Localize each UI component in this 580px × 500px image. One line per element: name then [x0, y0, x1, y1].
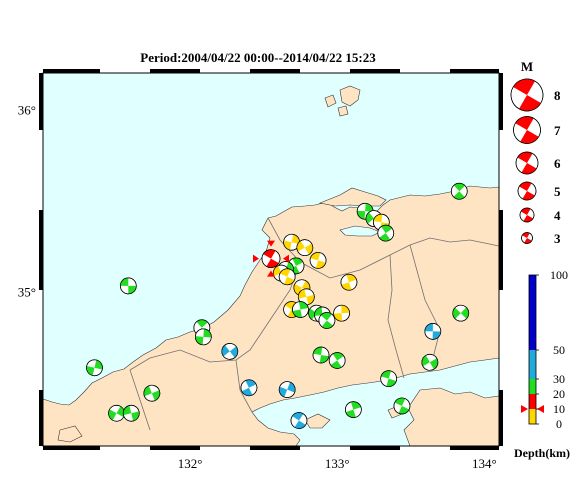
frame-ticks: [39, 69, 503, 450]
mainshock-depth-marker: [521, 405, 528, 413]
island-b: [57, 425, 83, 443]
latitude-labels: 36° 35°: [18, 102, 36, 299]
oki-island-west: [324, 94, 337, 108]
epicenter-mechanism: [328, 352, 346, 369]
longitude-label: 134°: [472, 456, 497, 471]
depth-colorbar-segment: [529, 379, 536, 394]
magnitude-legend-label: 3: [554, 231, 561, 246]
epicenter-mechanism: [450, 182, 468, 200]
epicenter-layer: [86, 182, 470, 429]
oki-island-dogo: [339, 85, 361, 107]
latitude-label: 35°: [18, 284, 36, 299]
map-area: [42, 73, 500, 447]
lake-shinji: [339, 225, 381, 237]
depth-tick-label: 50: [553, 343, 565, 357]
epicenter-mechanism: [283, 233, 300, 251]
depth-colorbar: [521, 274, 544, 425]
epicenter-mechanism: [240, 379, 258, 397]
epicenter-mechanism: [143, 384, 161, 402]
epicenter-mechanism: [340, 273, 358, 291]
magnitude-legend-label: 7: [554, 123, 561, 138]
epicenter-mechanism: [292, 301, 309, 318]
epicenter-mechanism: [278, 381, 296, 398]
magnitude-legend-label: 6: [554, 156, 561, 171]
magnitude-legend-label: 8: [554, 88, 561, 103]
longitude-label: 132°: [178, 456, 203, 471]
magnitude-legend: M 8 7 6 5 4 3: [510, 59, 561, 246]
epicenter-mechanism: [278, 268, 296, 286]
magnitude-legend-label: 5: [554, 184, 561, 199]
epicenter-mechanism: [119, 277, 137, 295]
depth-tick-label: 10: [553, 402, 565, 416]
epicenter-mechanism: [318, 312, 336, 329]
mainshock-marker-triangle: [253, 254, 259, 263]
depth-tick-label: 0: [556, 417, 562, 431]
land-peninsula: [318, 187, 387, 207]
latitude-label: 36°: [18, 102, 36, 117]
mainshock-marker-triangle: [283, 254, 289, 263]
epicenter-mechanism: [380, 370, 398, 388]
epicenter-mechanism: [122, 404, 140, 422]
depth-colorbar-segment: [529, 350, 536, 379]
epicenter-mechanism: [296, 239, 314, 257]
mainshock-marker-triangle: [267, 270, 275, 277]
magnitude-legend-symbol: [517, 181, 537, 201]
depth-legend-title: Depth(km): [514, 446, 570, 460]
epicenter-mechanism: [86, 359, 103, 377]
epicenter-mechanism: [290, 412, 308, 429]
epicenter-mechanism: [309, 252, 327, 269]
oki-island-mid: [337, 105, 349, 117]
magnitude-legend-items: 8 7 6 5 4 3: [510, 78, 561, 246]
magnitude-legend-symbol: [521, 232, 533, 244]
epicenter-mechanism: [287, 257, 305, 275]
magnitude-legend-symbol: [519, 207, 535, 223]
epicenter-mechanism: [221, 343, 239, 360]
prefecture-boundaries: [129, 217, 500, 431]
epicenter-mechanism: [297, 288, 315, 306]
map-frame: [39, 69, 503, 450]
magnitude-legend-symbol: [515, 151, 539, 175]
epicenter-mechanism: [333, 304, 350, 322]
magnitude-legend-symbol: [510, 78, 544, 112]
magnitude-legend-label: 4: [554, 208, 561, 223]
longitude-labels: 132° 133° 134°: [178, 456, 497, 471]
depth-colorbar-segment: [529, 394, 536, 409]
magnitude-legend-symbol: [513, 116, 541, 144]
epicenter-mechanism: [452, 304, 470, 322]
mainshock-mechanism: [261, 249, 281, 268]
epicenter-mechanism: [393, 397, 411, 415]
longitude-label: 133°: [325, 456, 350, 471]
depth-colorbar-segment: [529, 275, 536, 350]
depth-tick-label: 100: [550, 268, 568, 282]
mainshock-marker-triangle: [267, 240, 275, 247]
mainshock-depth-marker: [537, 405, 544, 413]
epicenter-mechanism: [424, 323, 442, 340]
magnitude-legend-header: M: [521, 59, 533, 74]
epicenter-mechanism: [421, 353, 439, 371]
epicenter-mechanism: [312, 346, 330, 364]
depth-tick-label: 20: [553, 387, 565, 401]
depth-tick-label: 30: [553, 372, 565, 386]
epicenter-mechanism: [108, 404, 125, 422]
map-title: Period:2004/04/22 00:00--2014/04/22 15:2…: [140, 50, 376, 65]
epicenter-mechanism: [345, 401, 362, 418]
epicenter-mechanism: [377, 224, 395, 242]
island-a: [304, 413, 331, 429]
epicenter-mechanism: [194, 328, 212, 346]
depth-colorbar-segment: [529, 409, 536, 424]
